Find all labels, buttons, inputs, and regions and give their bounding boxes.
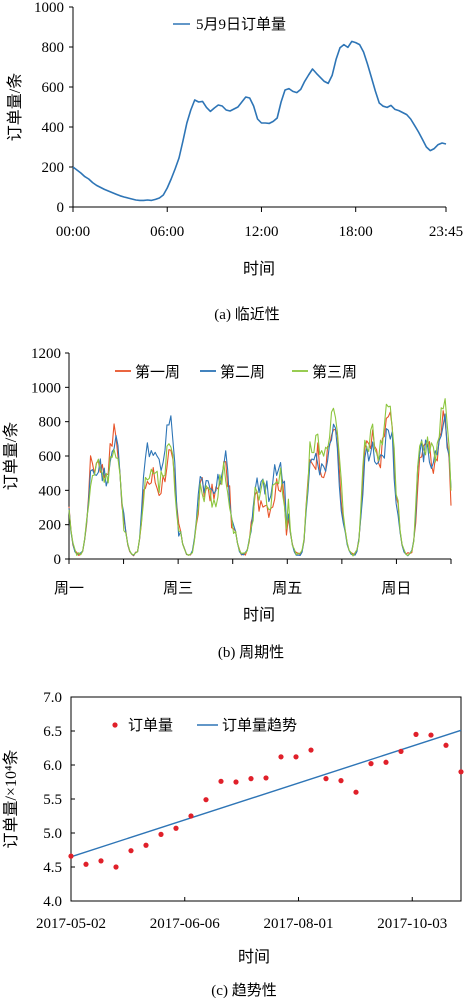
chart-c-point — [128, 848, 134, 854]
chart-c-xtick-label: 2017-10-03 — [377, 916, 447, 932]
chart-c-point — [278, 754, 284, 760]
chart-b: 0 200 400 600 800 1000 1200 周一 周三 周五 周日 第一周 第二周 第三周… — [2, 346, 452, 661]
chart-c-point — [323, 776, 329, 782]
chart-c-point — [398, 748, 404, 755]
chart-c-point — [233, 779, 239, 785]
chart-a-xlabel: 时间 — [243, 260, 275, 278]
chart-c-point — [68, 853, 74, 859]
chart-c-trend-line — [70, 729, 462, 858]
chart-c-point — [308, 747, 314, 753]
chart-b-ytick-label: 600 — [39, 449, 62, 465]
chart-c-ytick-label: 7.0 — [43, 690, 62, 706]
chart-b-ytick-label: 0 — [54, 552, 62, 568]
chart-c-point — [443, 742, 449, 748]
chart-c-point — [263, 775, 269, 781]
chart-b-xtick-label: 周三 — [163, 580, 193, 597]
chart-c-point — [353, 789, 359, 795]
chart-c-point — [428, 732, 434, 738]
chart-a-series-line — [72, 40, 447, 202]
chart-a-ytick-label: 1000 — [34, 0, 64, 16]
chart-b-ytick-label: 1200 — [31, 346, 61, 362]
chart-b-ytick-label: 400 — [39, 483, 62, 499]
chart-c-xlabel: 时间 — [238, 948, 270, 966]
chart-c-xtick-label: 2017-08-01 — [264, 916, 334, 932]
chart-c-point — [413, 731, 419, 738]
chart-c-point — [83, 861, 89, 867]
chart-c-ytick-label: 4.5 — [43, 860, 62, 876]
chart-b-xtick-label: 周日 — [381, 580, 411, 597]
chart-b-xtick-label: 周五 — [272, 580, 302, 597]
chart-b-ytick-label: 800 — [39, 415, 62, 431]
chart-a-ytick-label: 400 — [42, 120, 65, 136]
chart-c-ytick-label: 6.5 — [43, 724, 62, 740]
chart-a: 0 200 400 600 800 1000 00:00 06:00 12:00 18:00 23… — [6, 0, 463, 323]
chart-a-xtick-label: 00:00 — [56, 224, 90, 240]
chart-c-point — [248, 776, 254, 782]
chart-c-point — [113, 864, 119, 870]
chart-c-point — [338, 778, 344, 784]
chart-c-point — [98, 858, 104, 864]
chart-b-series-line — [68, 398, 452, 557]
chart-b-xtick-label: 周一 — [54, 580, 84, 597]
chart-b-caption: (b) 周期性 — [218, 644, 284, 661]
chart-c-ytick-label: 5.5 — [43, 792, 62, 808]
chart-a-legend-label: 5月9日订单量 — [196, 16, 286, 33]
chart-c-point — [293, 754, 299, 760]
chart-a-xtick-label: 12:00 — [244, 224, 278, 240]
chart-b-legend-label: 第二周 — [220, 363, 265, 381]
chart-c-ytick-label: 4.0 — [43, 894, 62, 910]
chart-c-point — [188, 813, 194, 819]
chart-b-xlabel: 时间 — [243, 606, 275, 624]
chart-a-xtick-label: 06:00 — [150, 224, 184, 240]
chart-c: 4.0 4.5 5.0 5.5 6.0 6.5 7.0 2017-05-02 2017-06-… — [2, 690, 464, 999]
chart-b-ytick-label: 200 — [39, 518, 62, 534]
chart-c-caption: (c) 趋势性 — [211, 982, 276, 999]
chart-c-point — [458, 769, 464, 775]
chart-c-point — [158, 831, 164, 837]
chart-a-xtick-label: 18:00 — [339, 224, 373, 240]
chart-a-caption: (a) 临近性 — [214, 306, 279, 323]
chart-c-point — [383, 759, 389, 765]
chart-b-ylabel: 订单量/条 — [2, 422, 20, 490]
chart-c-legend-label-2: 订单量趋势 — [222, 717, 297, 734]
chart-c-xtick-label: 2017-05-02 — [36, 916, 106, 932]
chart-a-ytick-label: 0 — [57, 200, 65, 216]
chart-c-ytick-label: 6.0 — [43, 758, 62, 774]
chart-a-ylabel: 订单量/条 — [6, 73, 24, 141]
chart-a-ytick-label: 800 — [42, 40, 65, 56]
chart-a-xtick-label: 23:45 — [429, 224, 463, 240]
chart-c-xtick-label: 2017-06-06 — [150, 916, 220, 932]
chart-b-legend-label: 第三周 — [312, 363, 357, 381]
chart-a-ytick-label: 200 — [42, 160, 65, 176]
chart-c-point — [143, 842, 149, 848]
chart-c-point — [218, 778, 224, 784]
chart-b-ytick-label: 1000 — [31, 380, 61, 396]
chart-c-ylabel: 订单量/×10⁴条 — [2, 749, 20, 848]
chart-b-legend-label: 第一周 — [135, 363, 180, 381]
chart-c-point — [203, 797, 209, 803]
chart-c-legend-label-1: 订单量 — [128, 717, 173, 734]
chart-c-point — [173, 825, 179, 831]
chart-a-ytick-label: 600 — [42, 80, 65, 96]
chart-c-ytick-label: 5.0 — [43, 826, 62, 842]
chart-c-legend-dot — [112, 722, 118, 728]
chart-c-point — [368, 761, 374, 767]
